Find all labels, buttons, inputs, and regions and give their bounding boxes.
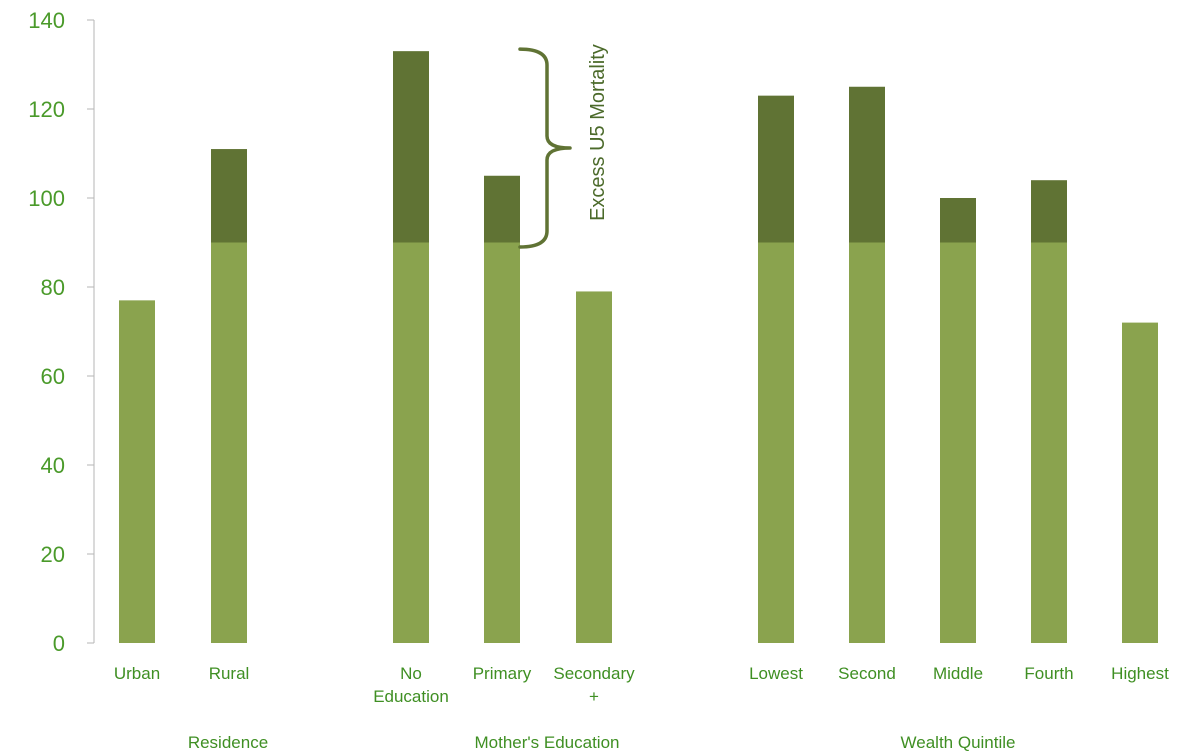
bar-excess-segment [1031,180,1067,243]
brace-shape [518,47,572,249]
group-label: Wealth Quintile [901,733,1016,752]
x-tick-label: No [400,664,422,683]
excess-mortality-annotation: Excess U5 Mortality [518,44,609,249]
bar-base-segment [1031,242,1067,643]
y-tick-label: 120 [28,97,65,122]
x-tick-label: Rural [209,664,250,683]
bar-base-segment [849,242,885,643]
group-labels: Residence Mother's Education Wealth Quinti… [188,733,1016,752]
y-tick-label: 140 [28,8,65,33]
y-tick-label: 60 [41,364,65,389]
bar-excess-segment [849,86,885,243]
y-tick-label: 0 [53,631,65,656]
bar-base-segment [576,291,612,643]
bar-excess-segment [393,51,429,243]
x-tick-label: Education [373,687,449,706]
bar-excess-segment [758,95,794,243]
group-label: Mother's Education [475,733,620,752]
y-tick-label: 20 [41,542,65,567]
bar-excess-segment [211,149,247,243]
bar-base-segment [211,242,247,643]
x-tick-label: Lowest [749,664,803,683]
bar-base-segment [940,242,976,643]
y-axis: 0 20 40 60 80 100 120 140 [28,8,95,656]
bars [119,51,1158,643]
group-label: Residence [188,733,268,752]
bar-excess-segment [484,175,520,243]
x-tick-label: Secondary [553,664,635,683]
bar-base-segment [119,300,155,643]
y-tick-label: 40 [41,453,65,478]
y-tick-label: 80 [41,275,65,300]
x-tick-label: Second [838,664,896,683]
bar-base-segment [393,242,429,643]
annotation-label: Excess U5 Mortality [587,44,609,221]
x-tick-label: Middle [933,664,983,683]
x-tick-label: Fourth [1024,664,1073,683]
bar-excess-segment [940,198,976,243]
x-tick-labels: Urban Rural No Education Primary Secondary + Lo… [114,664,1169,706]
bar-base-segment [484,242,520,643]
x-tick-label: Primary [473,664,532,683]
x-tick-label: + [589,687,599,706]
x-tick-label: Urban [114,664,160,683]
y-tick-label: 100 [28,186,65,211]
bar-base-segment [1122,322,1158,643]
bar-base-segment [758,242,794,643]
x-tick-label: Highest [1111,664,1169,683]
